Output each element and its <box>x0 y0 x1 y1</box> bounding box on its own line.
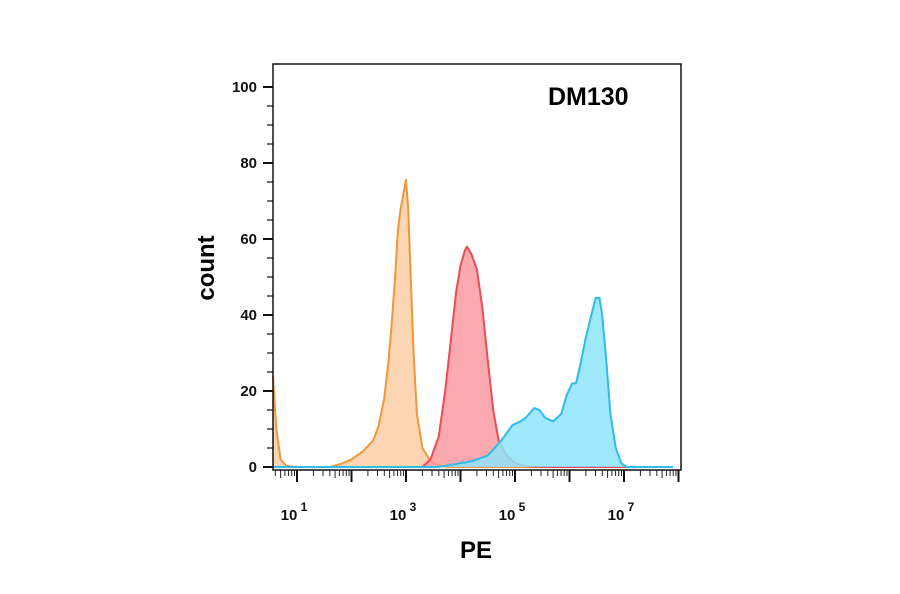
x-tick-label: 10 3 <box>390 500 417 524</box>
x-axis: 10 1 10 3 10 5 10 7 <box>274 470 680 524</box>
y-tick-label: 60 <box>240 231 257 248</box>
sample-annotation: DM130 <box>548 83 629 111</box>
y-axis: 0 20 40 60 80 100 <box>232 79 273 476</box>
y-tick-label: 40 <box>240 307 257 324</box>
y-axis-title: count <box>193 235 220 300</box>
y-tick-label: 100 <box>232 79 257 96</box>
series-2-area <box>273 297 673 467</box>
y-tick-label: 80 <box>240 155 257 172</box>
series-2-line <box>273 296 673 468</box>
x-tick-label: 10 5 <box>499 500 526 524</box>
series-layer <box>272 179 673 468</box>
y-tick-label: 0 <box>249 459 257 476</box>
x-tick-label: 10 7 <box>608 500 635 524</box>
x-axis-title: PE <box>460 537 492 564</box>
x-tick-label: 10 1 <box>281 500 308 524</box>
y-tick-label: 20 <box>240 383 257 400</box>
series-1-area <box>422 246 673 467</box>
